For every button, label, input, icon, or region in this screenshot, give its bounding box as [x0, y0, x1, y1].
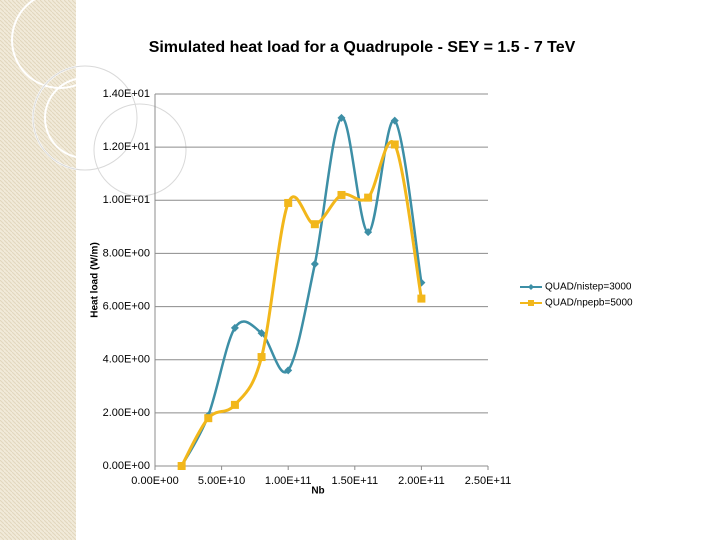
- marker: [417, 294, 426, 303]
- marker: [257, 329, 266, 338]
- marker: [177, 462, 186, 470]
- x-tick-label: 1.50E+11: [332, 475, 379, 487]
- x-tick-label: 2.00E+11: [398, 475, 445, 487]
- y-tick-label: 6.00E+00: [103, 300, 150, 312]
- marker: [364, 193, 373, 202]
- decor-strip: [0, 0, 76, 540]
- x-tick-label: 0.00E+00: [131, 475, 178, 487]
- x-axis-label: Nb: [311, 486, 324, 497]
- legend-label: QUAD/npepb=5000: [545, 298, 633, 309]
- legend-marker: [528, 284, 534, 290]
- marker: [257, 353, 266, 362]
- marker: [337, 113, 346, 122]
- decor-circles-outline: [32, 65, 187, 197]
- marker: [390, 116, 399, 125]
- y-tick-label: 0.00E+00: [103, 460, 150, 472]
- y-tick-label: 1.00E+01: [103, 194, 150, 206]
- marker: [337, 190, 346, 199]
- x-tick-label: 2.50E+11: [465, 475, 512, 487]
- marker: [390, 140, 399, 149]
- legend-label: QUAD/nistep=3000: [545, 282, 632, 293]
- y-tick-label: 8.00E+00: [103, 247, 150, 259]
- y-tick-label: 2.00E+00: [103, 407, 150, 419]
- marker: [230, 400, 239, 409]
- marker: [284, 366, 293, 375]
- legend-marker: [528, 300, 534, 306]
- y-tick-label: 1.40E+01: [103, 88, 150, 100]
- marker: [364, 228, 373, 237]
- marker: [204, 414, 213, 423]
- marker: [230, 323, 239, 332]
- marker: [310, 220, 319, 229]
- y-axis-label: Heat load (W/m): [90, 242, 101, 318]
- x-tick-label: 5.00E+10: [198, 475, 245, 487]
- marker: [310, 260, 319, 269]
- marker: [284, 198, 293, 207]
- chart-title: Simulated heat load for a Quadrupole - S…: [148, 39, 576, 56]
- y-tick-label: 1.20E+01: [103, 141, 150, 153]
- series-line: [180, 140, 423, 467]
- x-tick-label: 1.00E+11: [265, 475, 312, 487]
- y-tick-label: 4.00E+00: [103, 354, 150, 366]
